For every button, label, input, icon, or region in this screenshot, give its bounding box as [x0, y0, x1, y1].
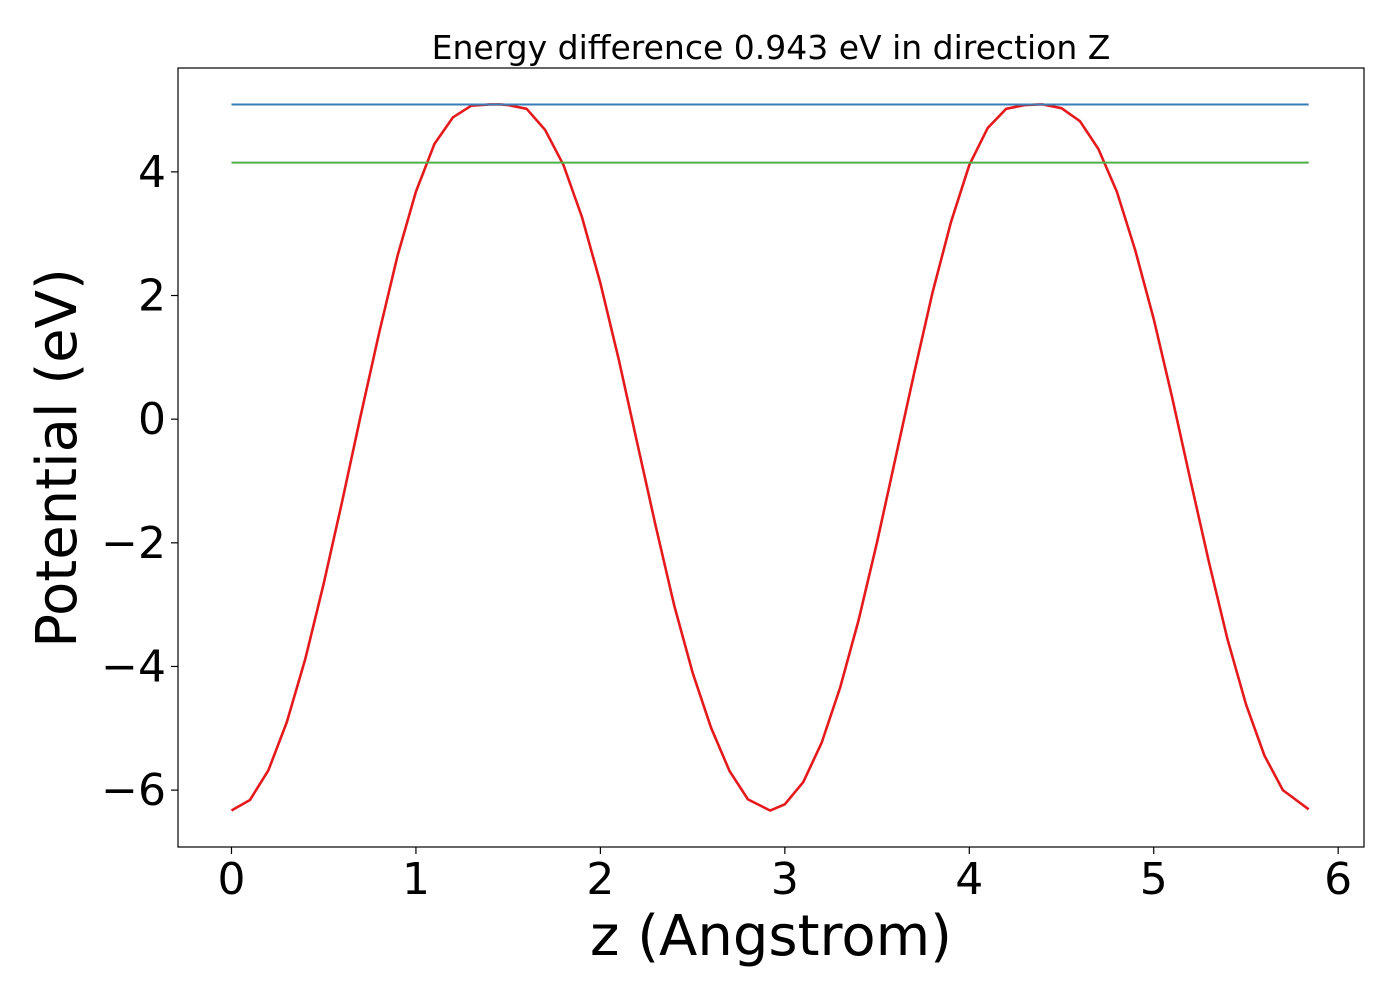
x-tick-label: 3 — [771, 854, 799, 905]
y-tick-label: −6 — [101, 765, 166, 816]
y-axis-ticks: −6 −4 −2 0 2 4 — [101, 147, 178, 816]
x-axis-ticks: 0 1 2 3 4 5 6 — [217, 847, 1352, 905]
chart-title: Energy difference 0.943 eV in direction … — [432, 28, 1111, 67]
x-tick-label: 5 — [1140, 854, 1168, 905]
x-tick-label: 0 — [217, 854, 245, 905]
x-tick-label: 1 — [402, 854, 430, 905]
potential-curve — [230, 103, 1310, 812]
x-tick-label: 6 — [1324, 854, 1352, 905]
plot-lines — [230, 103, 1310, 812]
x-tick-label: 4 — [955, 854, 983, 905]
y-tick-label: −2 — [101, 518, 166, 569]
y-axis-label: Potential (eV) — [25, 268, 90, 648]
x-axis-label: z (Angstrom) — [590, 904, 952, 969]
x-tick-label: 2 — [586, 854, 614, 905]
y-tick-label: 4 — [138, 147, 166, 198]
plot-frame — [177, 67, 1365, 848]
y-tick-label: −4 — [101, 641, 166, 692]
y-tick-label: 0 — [138, 394, 166, 445]
y-tick-label: 2 — [138, 271, 166, 322]
